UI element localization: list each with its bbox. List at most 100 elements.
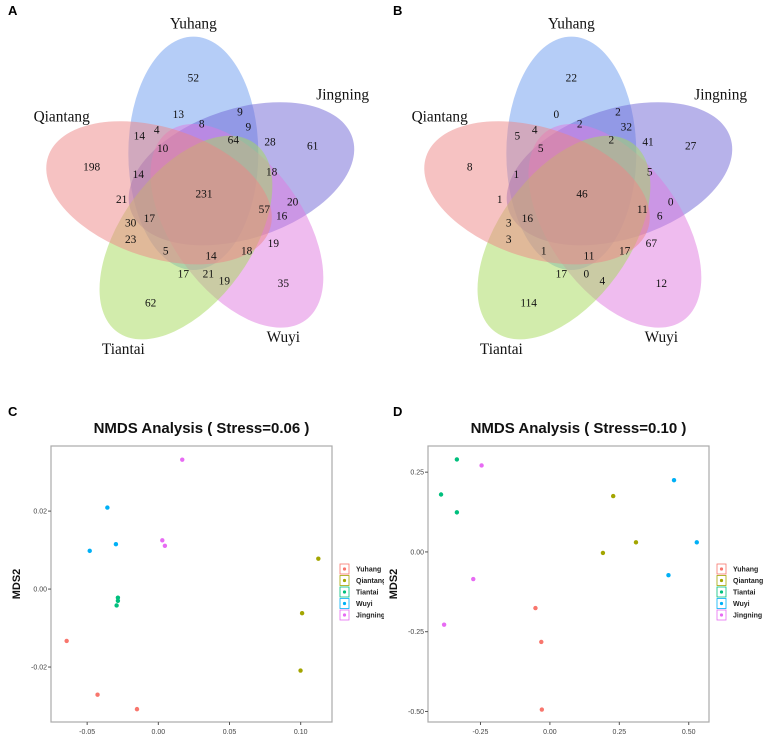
venn-set-label: Tiantai xyxy=(480,341,523,358)
venn-region-count: 5 xyxy=(538,143,544,155)
data-point-qiantang xyxy=(299,611,305,616)
data-point-jingning xyxy=(479,463,484,468)
venn-region-count: 46 xyxy=(576,189,588,201)
venn-region-count: 12 xyxy=(656,278,668,290)
venn-region-count: 18 xyxy=(266,166,278,178)
legend-marker xyxy=(719,613,724,617)
venn-region-count: 9 xyxy=(245,121,251,133)
data-point-wuyi xyxy=(87,548,92,554)
venn-region-count: 19 xyxy=(219,275,231,287)
data-point-wuyi xyxy=(671,477,677,483)
data-point-wuyi xyxy=(113,542,119,547)
venn-region-count: 4 xyxy=(532,125,538,137)
venn-region-count: 21 xyxy=(203,269,214,281)
venn-region-count: 11 xyxy=(637,204,648,216)
x-tick-label: 0.00 xyxy=(543,729,557,736)
nmds-plot-d: NMDS Analysis ( Stress=0.10 ) -0.25 0.00 0.… xyxy=(384,400,767,749)
venn-region-count: 62 xyxy=(145,297,157,309)
data-point-jingning xyxy=(160,538,165,543)
venn-region-count: 9 xyxy=(237,106,243,118)
data-point-jingning xyxy=(441,622,447,627)
y-tick-label: -0.25 xyxy=(408,629,424,636)
venn-region-count: 1 xyxy=(513,169,519,181)
x-tick-label: -0.25 xyxy=(472,729,488,736)
data-point-tiantai xyxy=(438,492,444,497)
venn-set-label: Jingning xyxy=(316,87,369,104)
venn-region-count: 2 xyxy=(615,106,621,118)
venn-region-count: 18 xyxy=(241,245,253,257)
venn-set-label: Yuhang xyxy=(170,16,217,33)
data-point-qiantang xyxy=(633,540,639,545)
venn-region-count: 35 xyxy=(278,278,290,290)
x-tick-label: -0.05 xyxy=(79,729,95,736)
legend-marker xyxy=(342,590,347,594)
venn-diagram-a: 52 61 35 62 198 13 9 4 8 9 14 10 64 28 14 18 21 231 20 57 16… xyxy=(0,0,384,385)
y-axis-label: MDS2 xyxy=(11,569,23,600)
x-tick-label: 0.05 xyxy=(223,729,237,736)
data-point-qiantang xyxy=(611,493,616,499)
y-tick-label: 0.00 xyxy=(33,587,47,594)
data-point-qiantang xyxy=(298,668,303,673)
venn-region-count: 27 xyxy=(685,141,697,153)
x-tick-label: 0.25 xyxy=(613,729,627,736)
data-point-yuhang xyxy=(539,639,544,645)
legend-label: Tiantai xyxy=(733,590,755,597)
y-tick-label: 0.25 xyxy=(410,470,424,477)
venn-region-count: 114 xyxy=(520,297,537,309)
venn-region-count: 5 xyxy=(163,245,169,257)
venn-region-count: 0 xyxy=(583,269,589,281)
venn-region-count: 28 xyxy=(264,136,276,148)
venn-region-count: 20 xyxy=(287,196,299,208)
y-axis-label: MDS2 xyxy=(388,569,400,600)
venn-region-count: 30 xyxy=(125,217,137,229)
y-tick-label: -0.02 xyxy=(31,665,47,672)
legend-marker xyxy=(342,578,347,583)
venn-region-count: 17 xyxy=(556,269,568,281)
venn-region-count: 8 xyxy=(199,119,205,131)
legend-marker xyxy=(342,601,347,606)
venn-region-count: 10 xyxy=(157,143,169,155)
venn-region-count: 32 xyxy=(621,121,633,133)
venn-region-count: 17 xyxy=(144,213,156,225)
legend-marker xyxy=(719,590,724,594)
venn-region-count: 67 xyxy=(646,238,658,250)
data-point-yuhang xyxy=(533,605,538,611)
venn-region-count: 1 xyxy=(541,245,547,257)
y-tick-label: 0.00 xyxy=(410,549,424,556)
data-point-tiantai xyxy=(454,510,460,515)
venn-region-count: 198 xyxy=(83,161,100,173)
venn-region-count: 64 xyxy=(228,135,240,147)
venn-region-count: 0 xyxy=(668,196,674,208)
panel-label-b: B xyxy=(393,3,403,18)
legend-marker xyxy=(719,567,724,571)
venn-set-label: Wuyi xyxy=(267,329,300,346)
legend-marker xyxy=(719,601,724,606)
data-point-qiantang xyxy=(600,550,606,556)
y-tick-label: 0.02 xyxy=(33,509,47,516)
venn-set-label: Qiantang xyxy=(412,108,469,125)
venn-set-qiantang xyxy=(46,121,272,265)
panel-label-d: D xyxy=(393,404,403,419)
venn-region-count: 17 xyxy=(619,245,631,257)
nmds-plot-c: NMDS Analysis ( Stress=0.06 ) -0.05 0.00 0.… xyxy=(0,400,386,749)
venn-region-count: 21 xyxy=(116,194,127,206)
venn-region-count: 8 xyxy=(467,161,473,173)
plot-area xyxy=(427,445,710,723)
data-point-tiantai xyxy=(114,603,119,608)
venn-region-count: 52 xyxy=(188,72,200,84)
data-point-qiantang xyxy=(316,556,321,561)
venn-region-count: 16 xyxy=(276,211,288,223)
x-tick-label: 0.10 xyxy=(294,729,308,736)
legend-label: Jingning xyxy=(733,613,762,620)
data-point-tiantai xyxy=(115,595,121,600)
venn-set-label: Jingning xyxy=(694,87,747,104)
venn-region-count: 2 xyxy=(577,119,583,131)
venn-region-count: 4 xyxy=(154,125,160,137)
venn-diagram-b: 22 27 12 114 8 0 2 4 2 32 5 5 2 41 1 5 1 46 0 11 6 3 16 3 67 1 11 1… xyxy=(378,0,762,385)
venn-region-count: 57 xyxy=(259,204,271,216)
x-tick-label: 0.50 xyxy=(682,729,696,736)
venn-region-count: 11 xyxy=(584,251,595,263)
legend-marker xyxy=(342,613,347,617)
legend-label: Yuhang xyxy=(356,567,381,574)
data-point-jingning xyxy=(471,576,476,582)
